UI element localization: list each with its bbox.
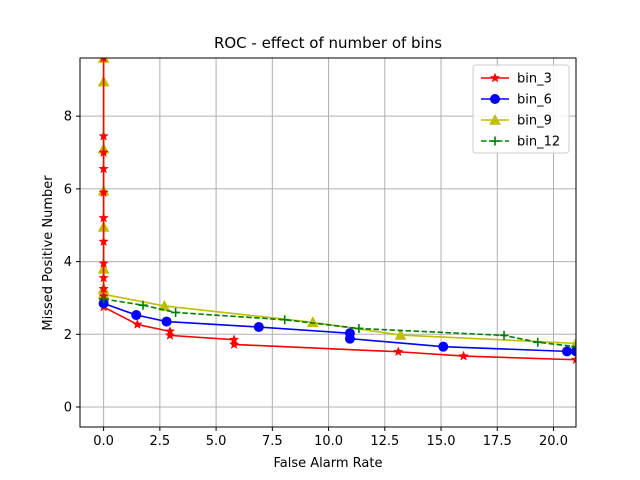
legend-label-bin_6: bin_6 (517, 93, 552, 108)
data-point-bin_3 (98, 257, 109, 268)
legend-label-bin_9: bin_9 (517, 114, 552, 129)
x-tick-label: 10.0 (314, 434, 343, 449)
data-point-bin_6 (571, 346, 576, 357)
ticks: 0.0 2.5 5.0 7.5 10.0 12.5 15.0 17.5 20.0 0 2 4 6 8 (64, 110, 568, 449)
axes-frame (79, 57, 577, 428)
x-tick-label: 5.0 (206, 434, 227, 449)
legend-box (472, 64, 570, 154)
data-point-bin_3 (228, 338, 240, 349)
y-axis-label: Missed Positive Number (41, 175, 56, 331)
data-point-bin_12 (280, 315, 290, 325)
x-tick-label: 0.0 (93, 434, 114, 449)
data-point-bin_9 (158, 299, 171, 311)
data-point-bin_12 (354, 323, 364, 333)
data-point-bin_6 (438, 341, 449, 352)
data-point-bin_3 (570, 354, 576, 365)
data-point-bin_9 (394, 328, 407, 340)
x-axis-label: False Alarm Rate (274, 456, 383, 471)
data-point-bin_6 (161, 316, 172, 327)
data-point-bin_3 (98, 146, 109, 157)
x-tick-label: 2.5 (150, 434, 171, 449)
data-point-bin_3 (98, 212, 109, 223)
legend-marker-bin_3 (489, 72, 501, 83)
data-point-bin_3 (100, 58, 107, 63)
data-point-bin_3 (98, 163, 109, 174)
data-point-bin_3 (98, 130, 109, 141)
series-bin_12 (99, 294, 576, 352)
y-tick-label: 4 (64, 255, 72, 270)
x-tick-label: 12.5 (370, 434, 399, 449)
legend-label-bin_3: bin_3 (517, 72, 552, 87)
data-point-bin_12 (533, 337, 543, 347)
y-tick-label: 8 (64, 110, 72, 125)
data-point-bin_12 (138, 300, 148, 310)
y-tick-label: 6 (64, 182, 72, 197)
legend-marker-bin_12 (490, 136, 500, 146)
x-tick-label: 20.0 (539, 434, 568, 449)
data-point-bin_3 (164, 329, 176, 340)
y-tick-label: 0 (64, 401, 72, 416)
axes (79, 57, 577, 428)
data-point-bin_3 (98, 272, 109, 283)
series-line-bin_12 (103, 298, 576, 348)
legend: bin_3 bin_6 bin_9 bin_12 (472, 64, 570, 154)
data-point-bin_3 (393, 346, 404, 357)
legend-marker-bin_9 (489, 113, 501, 125)
data-point-bin_3 (98, 236, 109, 247)
x-tick-label: 15.0 (427, 434, 456, 449)
data-point-bin_6 (131, 310, 142, 321)
data-point-bin_12 (499, 330, 509, 340)
data-point-bin_3 (98, 186, 109, 197)
data-point-bin_6 (253, 322, 264, 333)
data-point-bin_9 (570, 337, 576, 349)
series-bin_6 (98, 298, 576, 357)
legend-marker-bin_6 (490, 94, 500, 104)
x-tick-label: 17.5 (483, 434, 512, 449)
data-point-bin_6 (344, 333, 355, 344)
data-point-bin_12 (571, 342, 576, 352)
data-point-bin_9 (306, 316, 319, 328)
data-point-bin_3 (132, 318, 143, 329)
legend-label-bin_12: bin_12 (517, 135, 560, 150)
chart-title: ROC - effect of number of bins (214, 34, 442, 52)
data-point-bin_12 (171, 307, 181, 317)
data-point-bin_6 (562, 346, 573, 357)
data-point-bin_3 (458, 350, 469, 361)
series-layer (97, 58, 576, 365)
y-tick-label: 2 (64, 328, 72, 343)
data-point-bin_12 (99, 294, 109, 304)
x-tick-label: 7.5 (262, 434, 283, 449)
